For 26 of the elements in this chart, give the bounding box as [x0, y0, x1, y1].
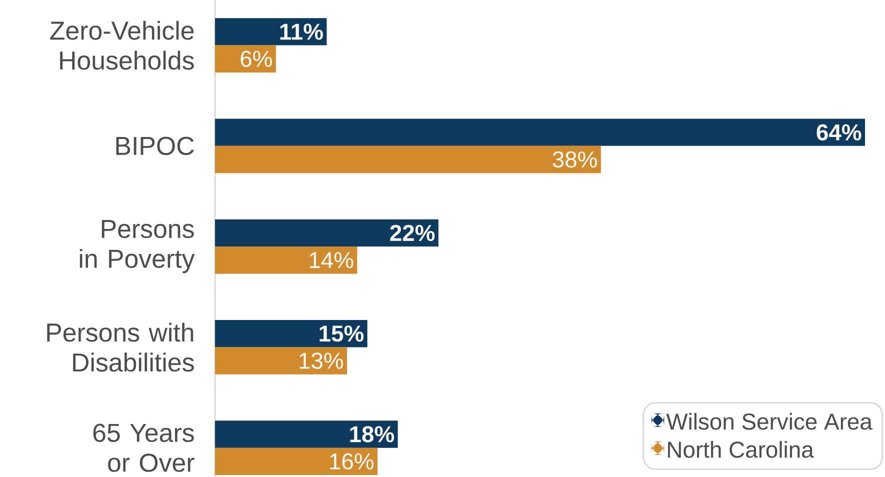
y-tick-label: Persons in Poverty	[80, 220, 195, 274]
bar	[215, 347, 348, 374]
bar	[215, 448, 378, 475]
bar	[215, 420, 398, 448]
data-label: 22%	[390, 224, 435, 242]
bar	[215, 219, 438, 247]
data-label: 16%	[330, 453, 374, 470]
data-label: 64%	[816, 124, 862, 140]
data-label: 18%	[350, 426, 394, 442]
legend-label: Wilson Service Area	[666, 412, 872, 430]
bar	[215, 246, 358, 274]
data-label: 15%	[320, 326, 364, 342]
bar	[215, 18, 327, 46]
legend-label: North Carolina	[668, 441, 814, 458]
data-label: 38%	[552, 151, 597, 168]
data-label: 11%	[280, 24, 323, 40]
y-tick-label: Persons with Disabilities	[47, 322, 194, 372]
data-label: 14%	[310, 252, 354, 268]
y-tick-label: 65 Years or Over	[93, 424, 194, 472]
y-tick-label: Zero-Vehicle Households	[50, 20, 194, 70]
bar	[215, 146, 601, 174]
bar	[215, 118, 866, 146]
data-label: 13%	[300, 352, 344, 369]
bar	[215, 320, 368, 348]
data-label: 6%	[240, 50, 272, 67]
y-tick-label: BIPOC	[116, 136, 194, 156]
